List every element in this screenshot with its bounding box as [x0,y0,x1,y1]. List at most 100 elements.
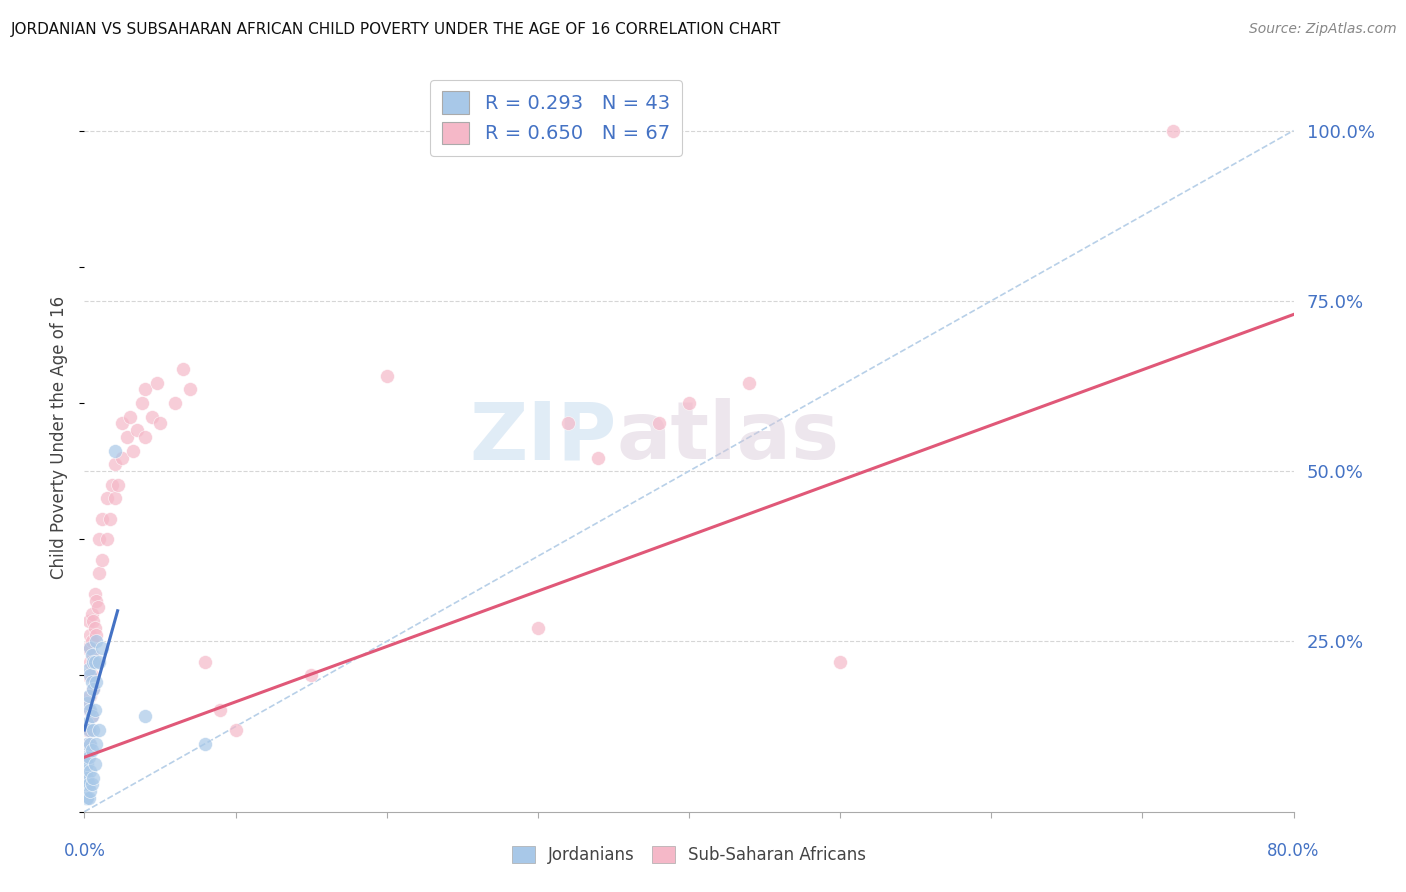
Point [75,750,97,764]
Text: 80.0%: 80.0% [1267,842,1320,860]
Point [86,593,108,607]
Point [118,409,141,424]
Point [77,723,100,737]
Point [89,566,111,581]
Point [146,376,169,390]
Point [91,641,114,656]
Point [79,689,101,703]
Y-axis label: Child Poverty Under the Age of 16: Child Poverty Under the Age of 16 [51,295,69,579]
Point [80,709,103,723]
Point [79,702,101,716]
Point [82,655,104,669]
Point [225,723,247,737]
Point [84,621,107,635]
Point [87,600,110,615]
Legend: Jordanians, Sub-Saharan Africans: Jordanians, Sub-Saharan Africans [505,839,873,871]
Point [80,648,103,662]
Point [111,417,134,431]
Point [79,723,101,737]
Point [134,709,156,723]
Point [77,791,100,805]
Point [84,655,107,669]
Point [678,396,700,410]
Text: 0.0%: 0.0% [63,842,105,860]
Point [82,614,104,628]
Point [82,682,104,697]
Point [79,764,101,778]
Point [557,417,579,431]
Point [89,723,111,737]
Point [76,771,98,785]
Point [76,757,98,772]
Point [79,737,101,751]
Point [98,512,121,526]
Point [79,627,101,641]
Point [127,423,149,437]
Point [830,655,852,669]
Point [80,709,103,723]
Point [76,791,98,805]
Point [84,757,107,772]
Point [375,368,398,383]
Point [91,552,114,566]
Point [84,702,107,716]
Text: Source: ZipAtlas.com: Source: ZipAtlas.com [1249,22,1396,37]
Point [77,668,100,682]
Point [131,396,153,410]
Point [77,662,100,676]
Point [75,764,97,778]
Point [86,675,108,690]
Point [82,723,104,737]
Point [82,648,104,662]
Point [75,771,97,785]
Point [588,450,610,465]
Text: JORDANIAN VS SUBSAHARAN AFRICAN CHILD POVERTY UNDER THE AGE OF 16 CORRELATION CH: JORDANIAN VS SUBSAHARAN AFRICAN CHILD PO… [11,22,782,37]
Point [80,777,103,791]
Point [648,417,671,431]
Point [76,737,98,751]
Point [100,477,122,491]
Point [82,771,104,785]
Text: ZIP: ZIP [470,398,616,476]
Point [134,430,156,444]
Point [80,675,103,690]
Point [82,682,104,697]
Point [194,737,217,751]
Point [77,750,100,764]
Point [115,430,138,444]
Point [179,383,201,397]
Point [738,376,761,390]
Point [134,383,156,397]
Point [76,716,98,731]
Point [104,458,127,472]
Point [86,634,108,648]
Point [96,491,118,506]
Point [77,689,100,703]
Point [76,668,98,682]
Point [77,614,100,628]
Point [77,641,100,656]
Point [299,668,322,682]
Point [86,737,108,751]
Point [527,621,550,635]
Point [194,655,217,669]
Point [141,409,163,424]
Point [77,737,100,751]
Point [79,641,101,656]
Point [172,362,194,376]
Point [76,641,98,656]
Point [209,702,232,716]
Point [1161,123,1184,137]
Point [77,702,100,716]
Point [75,777,97,791]
Point [80,743,103,757]
Point [84,655,107,669]
Point [121,443,143,458]
Point [77,777,100,791]
Point [80,607,103,622]
Point [79,655,101,669]
Text: atlas: atlas [616,398,839,476]
Point [111,450,134,465]
Point [84,587,107,601]
Point [96,533,118,547]
